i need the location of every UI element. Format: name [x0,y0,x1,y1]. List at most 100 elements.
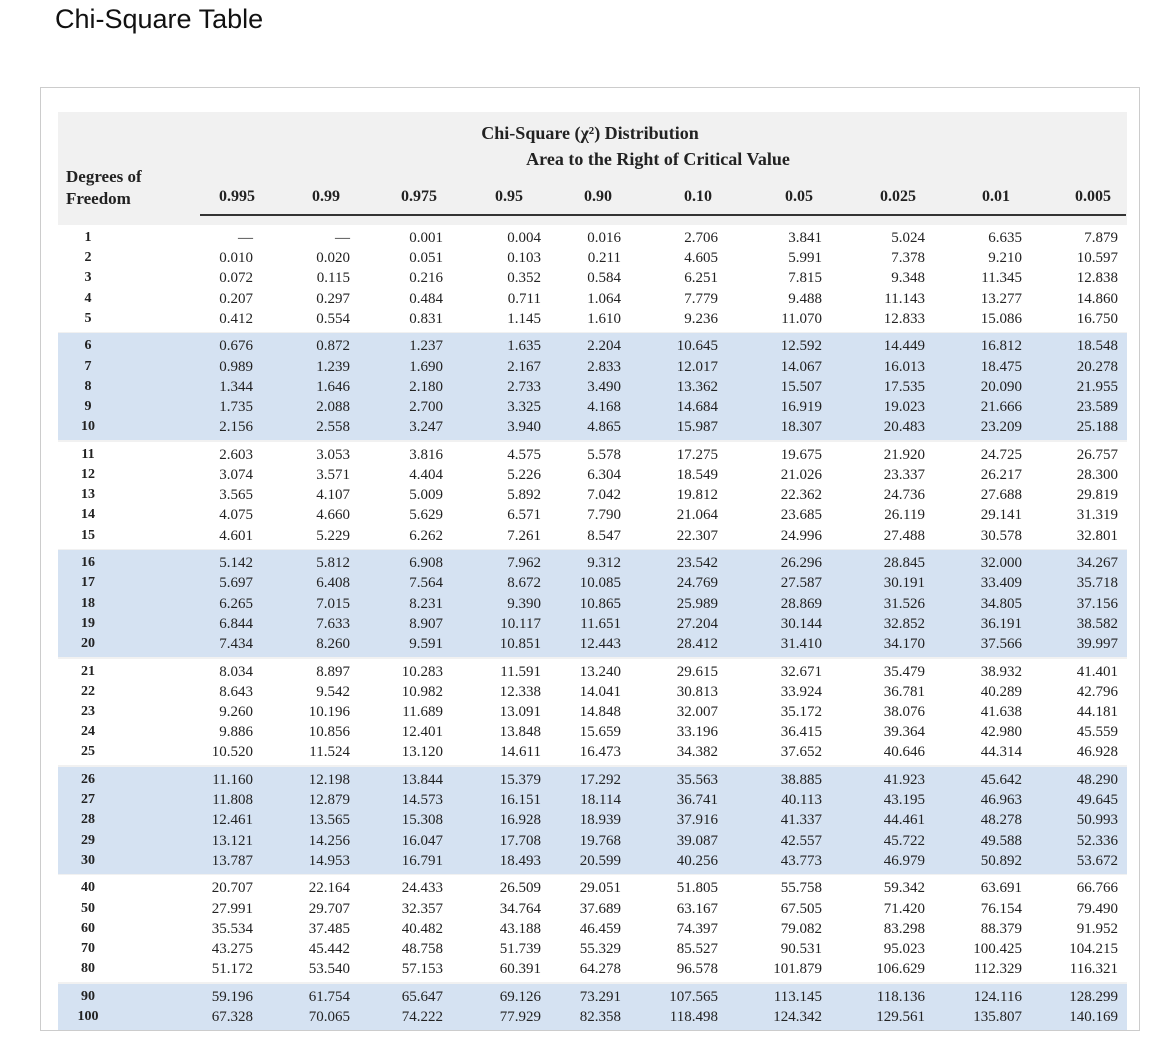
df-cell: 8 [84,378,92,394]
caption: Area to the Right of Critical Value [526,149,790,169]
df-cell: 18 [81,595,95,611]
value-cell: 17.292 [579,772,621,788]
value-cell: 3.571 [316,467,350,483]
value-cell: 11.070 [781,310,822,327]
value-cell: 53.540 [308,961,350,978]
value-cell: 19.768 [579,832,621,849]
df-cell: 22 [81,683,95,699]
value-cell: 2.088 [316,399,350,415]
value-cell: 9.312 [587,555,621,572]
value-cell: 1.237 [409,338,443,355]
value-cell: 27.204 [676,615,718,632]
value-cell: 21.666 [980,399,1022,415]
value-cell: 4.075 [219,507,253,524]
value-cell: 38.582 [1076,615,1118,632]
value-cell: 50.892 [980,852,1022,869]
value-cell: 4.605 [684,250,718,267]
value-cell: 33.924 [780,683,822,700]
df-cell: 29 [81,832,95,848]
value-cell: 3.490 [587,378,621,395]
value-cell: 64.278 [579,961,621,978]
value-cell: 9.390 [507,595,541,612]
value-cell: 135.807 [973,1009,1022,1025]
value-cell: 59.342 [883,880,925,897]
value-cell: 23.589 [1076,399,1118,415]
value-cell: 0.484 [409,290,443,307]
value-cell: 28.845 [883,555,925,572]
value-cell: 76.154 [980,900,1022,917]
value-cell: 13.565 [308,812,350,829]
value-cell: 90.531 [780,941,822,957]
value-cell: 23.337 [883,467,925,483]
value-cell: 30.191 [883,575,925,592]
value-cell: 1.344 [219,378,253,395]
value-cell: 21.955 [1076,378,1118,395]
value-cell: 5.892 [507,487,541,504]
value-cell: 1.610 [587,310,621,327]
header-rule [200,214,1126,216]
value-cell: 20.599 [579,852,621,869]
value-cell: 10.851 [499,636,541,652]
value-cell: 37.485 [308,920,350,937]
value-cell: 8.907 [409,615,443,632]
value-cell: 6.262 [409,527,443,544]
value-cell: 29.707 [308,900,350,917]
value-cell: 35.534 [211,920,253,937]
value-cell: 6.304 [587,467,621,483]
value-cell: 51.805 [676,880,718,897]
value-cell: 30.578 [980,527,1022,544]
value-cell: 11.689 [402,704,443,720]
value-cell: 9.260 [219,704,253,720]
value-cell: 0.412 [219,310,253,327]
value-cell: 7.015 [316,595,350,612]
value-cell: 3.940 [507,419,541,436]
value-cell: 15.987 [676,419,718,436]
value-cell: 4.107 [316,487,350,504]
value-cell: 51.739 [499,941,541,957]
value-cell: 35.718 [1076,575,1118,592]
value-cell: 88.379 [980,920,1022,937]
value-cell: 4.575 [507,446,541,463]
value-cell: 6.908 [409,555,443,572]
value-cell: 74.222 [401,1009,443,1025]
value-cell: 21.920 [883,446,925,463]
value-cell: 1.239 [316,358,350,375]
value-cell: 0.207 [219,290,253,307]
value-cell: 96.578 [676,961,718,978]
value-cell: 42.980 [980,724,1022,741]
value-cell: 26.296 [780,555,822,572]
value-cell: 32.357 [401,900,443,917]
value-cell: 37.689 [579,900,621,917]
value-cell: 0.115 [316,270,350,287]
value-cell: 67.328 [211,1009,253,1025]
value-cell: 12.879 [308,792,350,809]
value-cell: 7.378 [891,250,925,267]
row-band [58,225,1127,332]
value-cell: 51.172 [211,961,253,978]
value-cell: 37.156 [1076,595,1118,612]
df-cell: 50 [81,900,95,916]
value-cell: 6.571 [507,507,541,524]
value-cell: 4.660 [316,507,350,524]
value-cell: 26.509 [499,880,541,897]
df-cell: 14 [81,507,95,523]
value-cell: 48.278 [980,812,1022,829]
value-cell: 55.329 [579,941,621,957]
value-cell: 41.638 [980,704,1022,720]
value-cell: 42.796 [1076,683,1118,700]
df-cell: 21 [81,663,95,679]
value-cell: 20.707 [211,880,253,897]
value-cell: 10.196 [308,704,350,720]
value-cell: 5.697 [219,575,253,592]
value-cell: 7.434 [219,636,253,652]
value-cell: 34.382 [676,744,718,761]
value-cell: 101.879 [773,961,822,978]
value-cell: 7.564 [409,575,443,592]
value-cell: 5.578 [587,446,621,463]
value-cell: 37.566 [980,636,1022,652]
value-cell: 26.217 [980,467,1022,483]
value-cell: 16.047 [401,832,443,849]
value-cell: 14.256 [308,832,350,849]
df-cell: 40 [81,880,95,896]
df-cell: 16 [81,555,95,571]
